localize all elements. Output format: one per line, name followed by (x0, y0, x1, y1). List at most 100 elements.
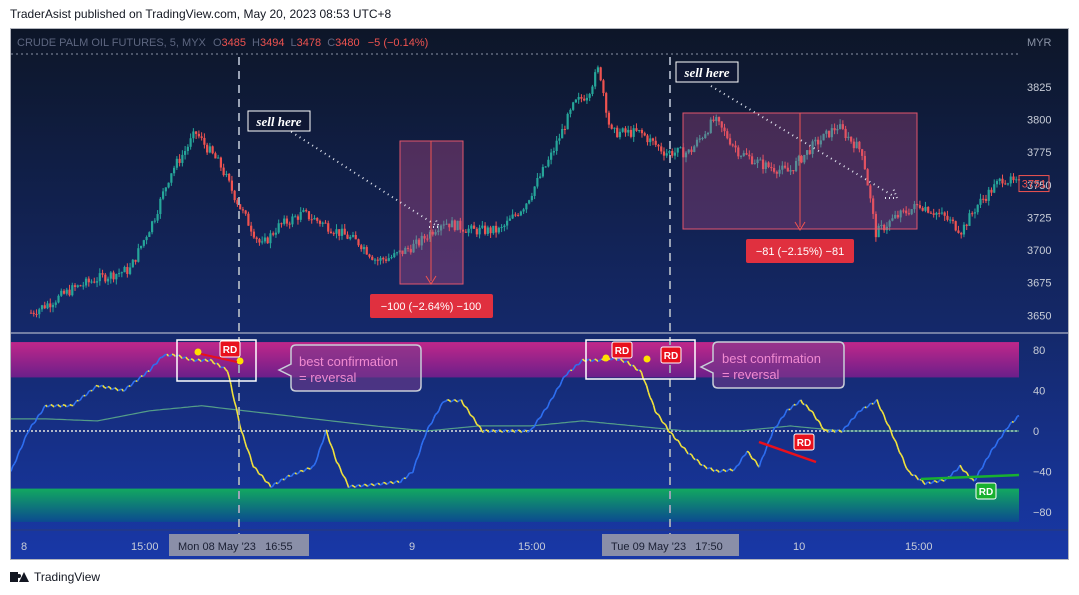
osc-main-segment (260, 473, 263, 477)
candle-body (360, 245, 363, 250)
osc-main-segment (453, 398, 457, 402)
candle-body (965, 224, 968, 226)
candle-body (343, 228, 346, 235)
osc-main-segment (439, 402, 443, 407)
symbol-legend[interactable]: CRUDE PALM OIL FUTURES, 5, MYX O3485 H34… (17, 37, 428, 49)
candle-body (726, 131, 729, 139)
candle-body (354, 235, 357, 240)
candle-body (819, 140, 822, 145)
chart-canvas[interactable]: −100 (−2.64%) −100 −81 (−2.15%) −81 sell… (11, 29, 1069, 560)
osc-main-segment (772, 426, 776, 432)
candle-body (241, 209, 245, 211)
sell-callout-1[interactable]: sell here (247, 110, 311, 132)
osc-main-segment (985, 457, 989, 460)
osc-main-segment (157, 357, 161, 362)
osc-main-segment (623, 360, 627, 364)
osc-main-segment (528, 429, 532, 433)
osc-main-segment (327, 435, 331, 443)
candle-body (29, 312, 33, 314)
time-axis[interactable]: 8 15:00 Mon 08 May '23 16:55 9 15:00 Tue… (21, 534, 933, 556)
osc-main-segment (713, 469, 717, 472)
candle-body (712, 119, 715, 122)
candle-body (794, 160, 798, 172)
osc-main-segment (500, 430, 504, 433)
osc-main-segment (995, 439, 999, 445)
oscillator-axis[interactable]: 80 40 0 −40 −80 (1033, 345, 1052, 519)
measure-box-1[interactable]: −100 (−2.64%) −100 (370, 140, 493, 318)
osc-main-segment (169, 353, 173, 357)
osc-main-segment (900, 454, 904, 459)
candle-body (517, 214, 520, 216)
candle-body (32, 312, 35, 314)
osc-main-segment (495, 430, 499, 433)
osc-main-segment (517, 429, 521, 432)
osc-main-segment (568, 369, 571, 373)
osc-main-segment (654, 411, 658, 415)
osc-main-segment (418, 445, 423, 453)
osc-main-segment (502, 429, 506, 433)
candle-body (932, 213, 935, 215)
candle-body (836, 129, 839, 131)
price-tick-3825: 3825 (1027, 82, 1051, 94)
osc-main-segment (689, 453, 693, 456)
osc-main-segment (381, 481, 384, 485)
osc-main-segment (988, 450, 993, 456)
osc-main-segment (592, 358, 596, 362)
osc-main-segment (767, 439, 771, 444)
osc-main-segment (850, 418, 854, 421)
osc-main-segment (102, 385, 106, 389)
candle-body (38, 309, 41, 315)
confirm-callout-2[interactable]: best confirmation = reversal (699, 341, 845, 389)
candle-body (803, 154, 806, 163)
candle-body (206, 144, 209, 153)
candle-body (750, 156, 754, 165)
candle-body (635, 128, 638, 131)
osc-main-segment (12, 463, 16, 467)
osc-main-segment (213, 362, 216, 365)
osc-main-segment (360, 485, 363, 488)
candle-body (250, 225, 253, 232)
candle-body (905, 210, 908, 214)
osc-main-segment (802, 402, 805, 406)
rd-marker-label: RD (797, 438, 811, 449)
candle-body (291, 216, 294, 225)
candle-body (60, 290, 63, 296)
candle-body (162, 191, 165, 199)
osc-main-segment (997, 437, 1001, 441)
candle-body (431, 231, 434, 235)
oscillator-layer (11, 353, 1020, 489)
rd-marker-3: RD (660, 346, 682, 364)
osc-main-segment (509, 429, 513, 433)
price-tick-3775: 3775 (1027, 147, 1051, 159)
candle-body (704, 134, 707, 139)
osc-main-segment (469, 413, 473, 417)
candle-body (995, 181, 999, 185)
time-label-4: 10 (793, 541, 805, 553)
candle-body (588, 93, 591, 98)
candle-body (847, 136, 850, 139)
sell-callout-2[interactable]: sell here (675, 61, 739, 83)
confirm-callout-1[interactable]: best confirmation = reversal (277, 344, 422, 392)
measure-box-2[interactable]: −81 (−2.15%) −81 (682, 112, 918, 263)
osc-main-segment (700, 463, 703, 466)
candle-body (530, 195, 533, 201)
chart-frame[interactable]: −100 (−2.64%) −100 −81 (−2.15%) −81 sell… (10, 28, 1069, 560)
candle-body (550, 152, 553, 160)
osc-main-segment (879, 408, 883, 412)
osc-main-segment (148, 368, 152, 372)
osc-main-segment (57, 404, 61, 407)
osc-main-segment (367, 484, 371, 487)
candle-body (318, 220, 322, 224)
candle-body (949, 219, 952, 221)
candle-body (976, 204, 979, 213)
osc-main-segment (311, 464, 315, 468)
candle-body (618, 131, 622, 138)
osc-main-segment (369, 482, 372, 486)
osc-main-segment (114, 387, 118, 390)
candle-body (717, 117, 721, 122)
candle-body (968, 213, 971, 226)
price-axis[interactable]: 3650 3675 3700 3725 3750 3775 3800 3825 (1027, 82, 1051, 322)
candle-body (43, 305, 46, 309)
osc-main-segment (231, 393, 236, 402)
candle-body (117, 273, 121, 275)
